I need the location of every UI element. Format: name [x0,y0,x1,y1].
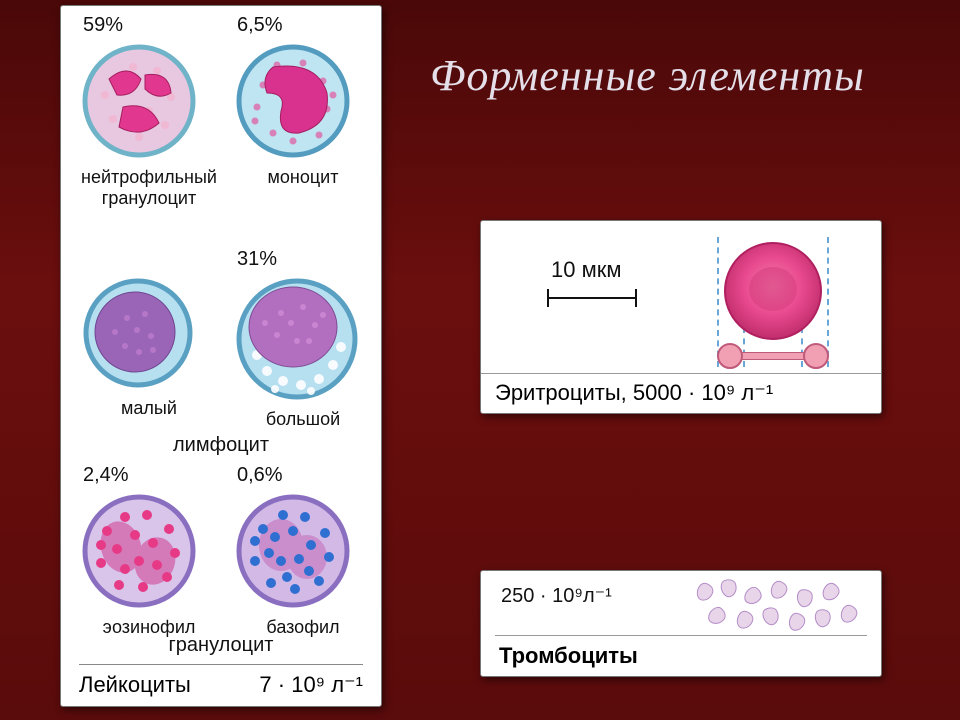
platelets-label: Тромбоциты [499,643,638,669]
leuko-divider [79,664,363,665]
slide-title: Форменные элементы [430,50,865,101]
erythrocytes-footer: Эритроциты, 5000 · 10⁹ л⁻¹ [481,373,881,412]
granulocyte-shared-label: гранулоцит [61,634,381,657]
cell-basophil: 0,6% базофил [233,462,373,638]
cell-neutrophil: 59% нейтрофильный гранулоцит [79,12,219,209]
neutrophil-label2: гранулоцит [79,188,219,209]
slide-root: Форменные элементы 59% нейтрофильный гр [0,0,960,720]
cell-eosinophil: 2,4% эозинофил [79,462,219,638]
cell-small-lymph: малый [79,246,219,419]
neutrophil-svg [79,41,199,161]
erythrocyte-top-svg [721,239,826,344]
large-lymph-svg [233,275,361,403]
leukocytes-panel: 59% нейтрофильный гранулоцит 6,5% [60,5,382,707]
eosinophil-pct: 2,4% [83,464,219,487]
large-lymph-label: большой [233,409,373,430]
small-lymph-label: малый [79,398,219,419]
monocyte-svg [233,41,353,161]
leuko-footer-right: 7 · 10⁹ л⁻¹ [259,672,363,698]
erythrocytes-panel: 10 мкм Эритроциты, 5000 · [480,220,882,414]
scale-label: 10 мкм [551,257,621,283]
leuko-footer: Лейкоциты 7 · 10⁹ л⁻¹ [79,672,363,698]
platelets-panel: 250 · 10⁹л⁻¹ Тромбоциты [480,570,882,677]
cell-monocyte: 6,5% моноцит [233,12,373,188]
platelets-cluster [691,577,861,637]
erythrocyte-side-view [719,343,827,367]
leuko-footer-left: Лейкоциты [79,672,191,698]
small-lymph-pct [83,248,219,270]
monocyte-pct: 6,5% [237,14,373,37]
lymphocyte-shared-label: лимфоцит [61,434,381,457]
platelets-count: 250 · 10⁹л⁻¹ [501,583,612,608]
eosinophil-svg [79,491,199,611]
basophil-pct: 0,6% [237,464,373,487]
platelets-divider [495,635,867,636]
neutrophil-pct: 59% [83,14,219,37]
monocyte-label: моноцит [233,167,373,188]
scale-bar [547,289,637,307]
cell-large-lymph: 31% большой [233,246,373,430]
large-lymph-pct: 31% [237,248,373,271]
dash-right [827,237,829,367]
neutrophil-label1: нейтрофильный [79,167,219,188]
small-lymph-svg [79,274,197,392]
basophil-svg [233,491,353,611]
